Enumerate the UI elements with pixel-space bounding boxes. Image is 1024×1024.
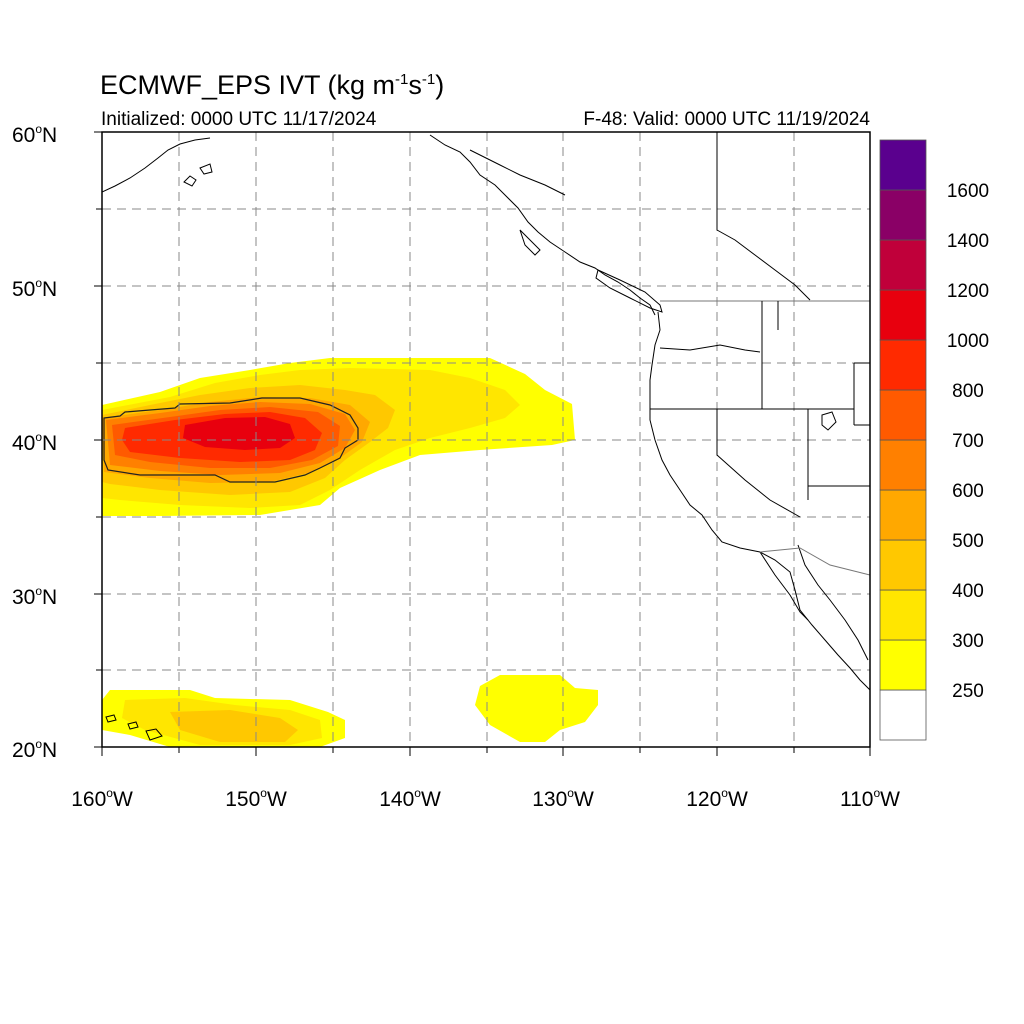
colorbar-label: 1000	[947, 331, 989, 352]
initialized-time: Initialized: 0000 UTC 11/17/2024	[101, 109, 377, 130]
colorbar-swatch	[879, 139, 927, 191]
colorbar-label: 1400	[947, 231, 989, 252]
lat-label-60: 60oN	[12, 122, 57, 147]
political-borders	[650, 132, 870, 576]
lat-label-20: 20oN	[12, 737, 57, 762]
lon-label-160: 160oW	[71, 786, 133, 811]
lon-label-120: 120oW	[686, 786, 748, 811]
ivt-400-south	[170, 710, 298, 742]
colorbar: 250 300 400 500 600 700 800 1000 1200 1400 1600	[879, 139, 989, 741]
ivt-250-south-east	[475, 675, 598, 742]
lon-label-140: 140oW	[379, 786, 441, 811]
colorbar-swatch	[879, 239, 927, 291]
lon-label-150: 150oW	[225, 786, 287, 811]
colorbar-swatch	[879, 189, 927, 241]
colorbar-swatch	[879, 689, 927, 741]
colorbar-swatch	[879, 639, 927, 691]
colorbar-swatch	[879, 339, 927, 391]
lat-label-50: 50oN	[12, 276, 57, 301]
colorbar-label: 300	[952, 631, 984, 652]
colorbar-swatch	[879, 589, 927, 641]
colorbar-swatch	[879, 439, 927, 491]
colorbar-label: 600	[952, 481, 984, 502]
ivt-1000	[183, 417, 295, 450]
lat-label-30: 30oN	[12, 584, 57, 609]
axis-ticks	[94, 131, 871, 756]
colorbar-label: 1200	[947, 281, 989, 302]
colorbar-label: 400	[952, 581, 984, 602]
colorbar-label: 800	[952, 381, 984, 402]
colorbar-swatch	[879, 289, 927, 341]
colorbar-swatch	[879, 539, 927, 591]
colorbar-label: 500	[952, 531, 984, 552]
ivt-contour	[103, 397, 359, 483]
colorbar-label: 1600	[947, 181, 989, 202]
coastlines	[102, 134, 870, 741]
ivt-shading	[102, 358, 598, 747]
colorbar-swatch	[879, 489, 927, 541]
colorbar-label: 700	[952, 431, 984, 452]
colorbar-label: 250	[952, 681, 984, 702]
latitude-labels: 60oN 50oN 40oN 30oN 20oN	[12, 122, 57, 762]
lon-label-130: 130oW	[532, 786, 594, 811]
graticule	[102, 132, 870, 747]
colorbar-swatch	[879, 389, 927, 441]
valid-time: F-48: Valid: 0000 UTC 11/19/2024	[583, 109, 870, 130]
map-title: ECMWF_EPS IVT (kg m-1s-1)	[100, 70, 445, 100]
lat-label-40: 40oN	[12, 430, 57, 455]
longitude-labels: 160oW 150oW 140oW 130oW 120oW 110oW	[71, 786, 900, 811]
lon-label-110: 110oW	[840, 786, 900, 811]
